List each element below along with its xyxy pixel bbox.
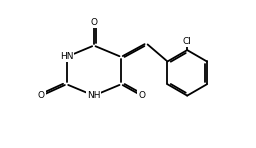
Text: O: O [90,18,97,27]
Text: O: O [138,91,145,100]
Text: O: O [38,91,45,100]
Text: Cl: Cl [183,37,192,46]
Text: HN: HN [60,52,73,61]
Text: NH: NH [87,91,101,100]
